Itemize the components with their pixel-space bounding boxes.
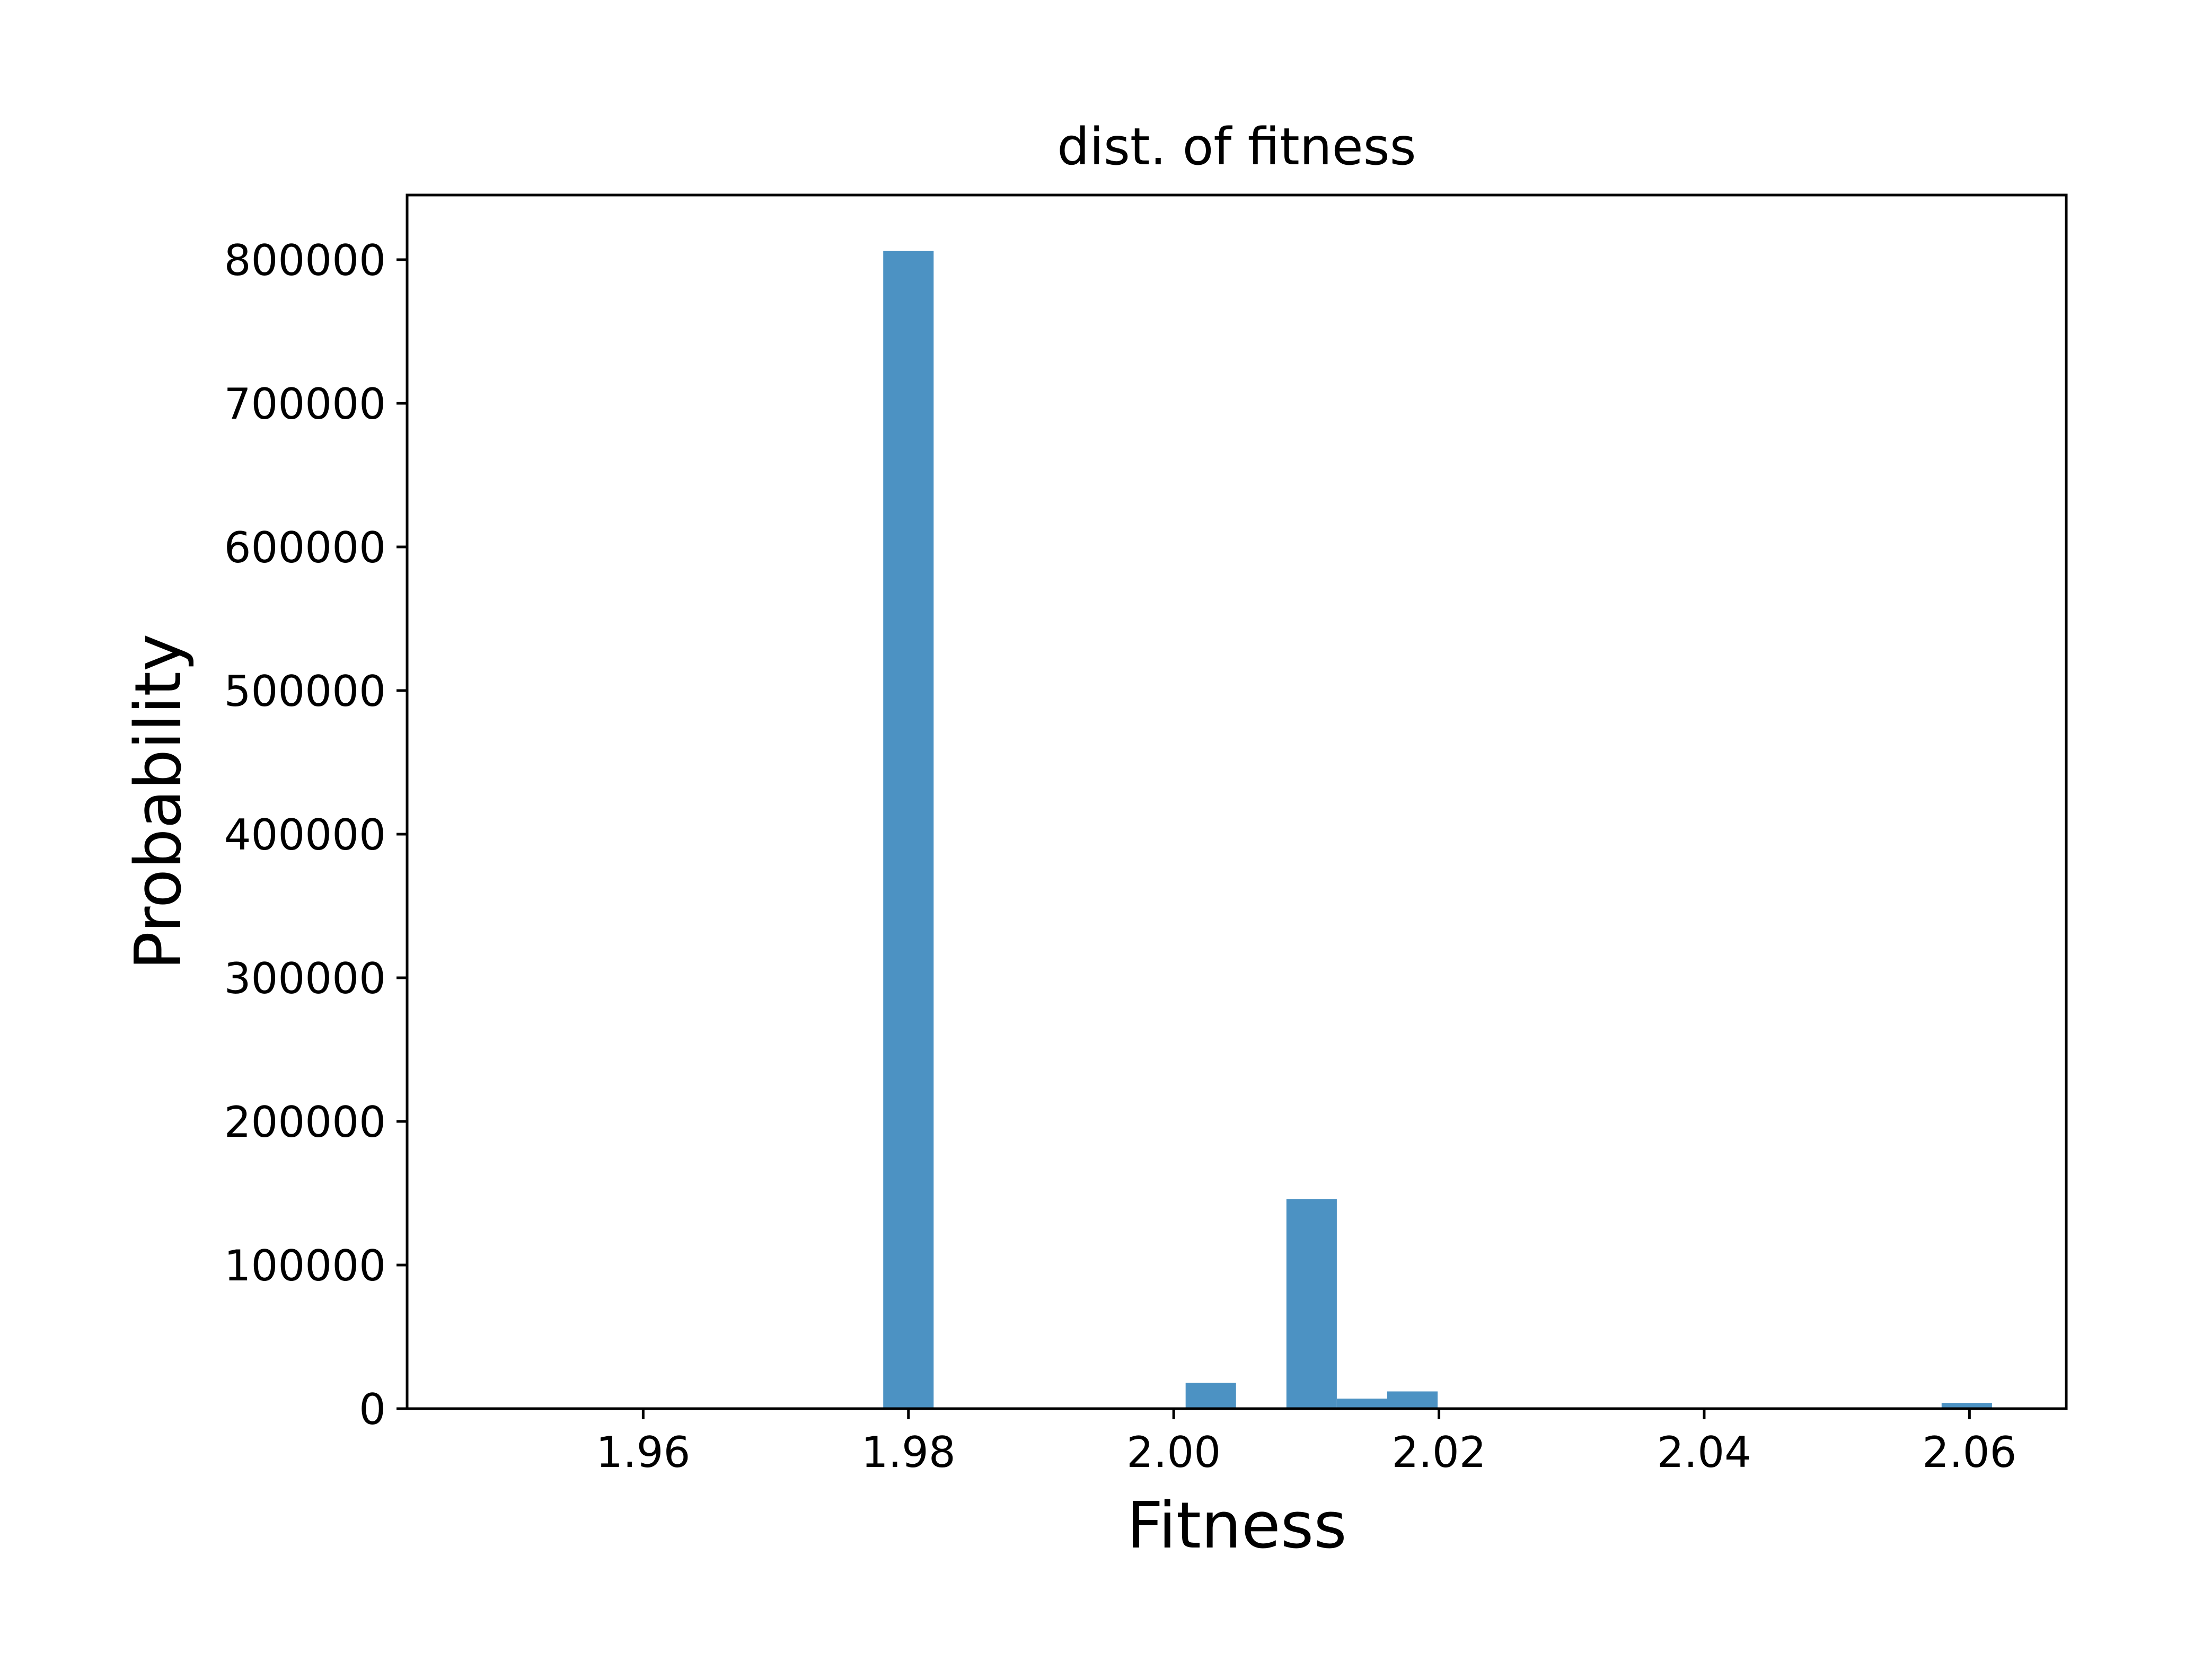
y-axis-label: Probability — [122, 634, 196, 970]
histogram-bar-3 — [1336, 1399, 1387, 1409]
plot-frame — [406, 193, 2068, 1410]
y-tick-label-8: 800000 — [224, 236, 386, 285]
x-tick-label-1: 1.98 — [861, 1428, 956, 1477]
histogram-bar-5 — [1941, 1403, 1992, 1409]
ticks-layer: 1.96 1.98 2.00 2.02 2.04 2.06 0 100000 200000 300… — [224, 236, 2017, 1477]
histogram-bar-2 — [1286, 1199, 1337, 1409]
bars-layer — [883, 251, 1992, 1409]
x-axis-label: Fitness — [1126, 1489, 1347, 1563]
y-tick-label-3: 300000 — [224, 954, 386, 1003]
y-tick-label-5: 500000 — [224, 667, 386, 716]
y-tick-label-0: 0 — [359, 1385, 386, 1434]
histogram-bar-1 — [1185, 1383, 1236, 1409]
x-tick-label-5: 2.06 — [1922, 1428, 2016, 1477]
histogram-bar-0 — [883, 251, 934, 1409]
x-tick-label-2: 2.00 — [1126, 1428, 1221, 1477]
y-tick-label-7: 700000 — [224, 379, 386, 429]
chart-title: dist. of fitness — [1057, 117, 1416, 176]
x-tick-label-4: 2.04 — [1657, 1428, 1751, 1477]
y-tick-label-6: 600000 — [224, 523, 386, 572]
y-tick-label-4: 400000 — [224, 810, 386, 860]
x-tick-label-0: 1.96 — [596, 1428, 690, 1477]
y-tick-label-1: 100000 — [224, 1241, 386, 1290]
y-tick-label-2: 200000 — [224, 1098, 386, 1147]
histogram-bar-4 — [1387, 1391, 1438, 1409]
x-tick-label-3: 2.02 — [1391, 1428, 1486, 1477]
